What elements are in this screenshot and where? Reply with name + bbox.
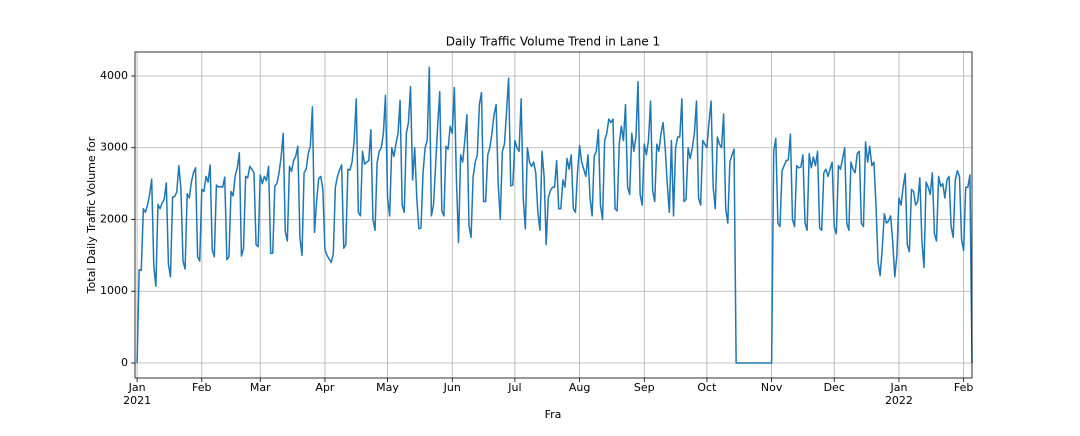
x-tick-label: Jan bbox=[889, 381, 907, 394]
x-tick-label: Nov bbox=[761, 381, 783, 394]
y-tick-label: 1000 bbox=[100, 284, 128, 297]
x-tick-label: Apr bbox=[315, 381, 335, 394]
x-tick-label: Aug bbox=[569, 381, 590, 394]
y-tick-label: 2000 bbox=[100, 212, 128, 225]
x-tick-label: May bbox=[376, 381, 399, 394]
x-tick-label: Sep bbox=[634, 381, 655, 394]
x-tick-year: 2021 bbox=[123, 394, 151, 407]
y-axis-label: Total Daily Traffic Volume for bbox=[85, 136, 98, 294]
x-tick-label: Mar bbox=[250, 381, 271, 394]
x-tick-year: 2022 bbox=[885, 394, 913, 407]
x-tick-label: Jul bbox=[507, 381, 521, 394]
plot-frame bbox=[134, 51, 973, 379]
x-tick-label: Dec bbox=[824, 381, 845, 394]
x-tick-label: Feb bbox=[192, 381, 211, 394]
x-axis-label: Fra bbox=[545, 408, 562, 421]
x-tick-label: Jun bbox=[443, 381, 461, 394]
chart-title: Daily Traffic Volume Trend in Lane 1 bbox=[446, 35, 660, 49]
y-tick-label: 0 bbox=[121, 356, 128, 369]
x-tick-label: Oct bbox=[697, 381, 717, 394]
y-tick-label: 4000 bbox=[100, 69, 128, 82]
line-series bbox=[136, 66, 973, 364]
y-tick-label: 3000 bbox=[100, 141, 128, 154]
x-tick-label: Jan bbox=[128, 381, 146, 394]
x-tick-label: Feb bbox=[954, 381, 973, 394]
